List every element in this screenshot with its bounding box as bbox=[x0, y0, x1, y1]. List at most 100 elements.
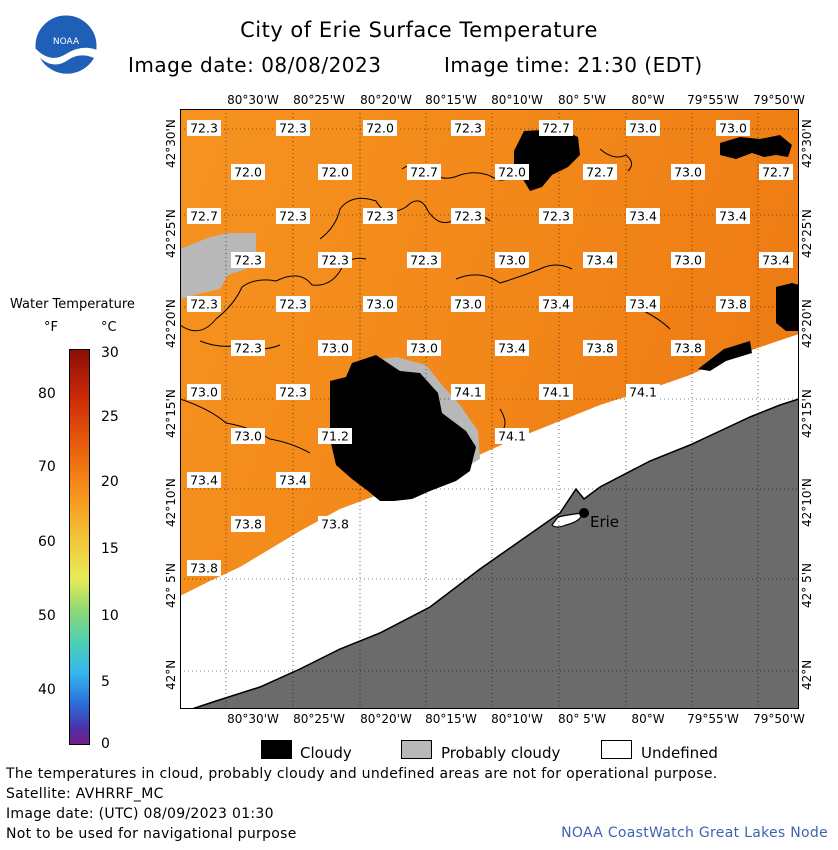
erie-city-marker bbox=[579, 508, 589, 518]
unit-celsius: °C bbox=[101, 320, 117, 335]
temperature-label: 72.3 bbox=[276, 384, 310, 400]
temperature-value: 74.1 bbox=[454, 385, 482, 400]
temperature-label-box bbox=[276, 120, 310, 136]
temperature-value: 72.3 bbox=[279, 385, 307, 400]
temperature-value: 73.4 bbox=[629, 297, 657, 312]
footer-note: The temperatures in cloud, probably clou… bbox=[6, 766, 718, 782]
lat-label-left: 42°25'N bbox=[164, 209, 178, 258]
temperature-label-box bbox=[583, 252, 617, 268]
footer-utc-date: Image date: (UTC) 08/09/2023 01:30 bbox=[6, 806, 274, 822]
temperature-label-box bbox=[539, 208, 573, 224]
temperature-label: 73.8 bbox=[671, 340, 705, 356]
temperature-label-box bbox=[451, 384, 485, 400]
temperature-value: 72.3 bbox=[321, 253, 349, 268]
temperature-value: 73.0 bbox=[410, 341, 438, 356]
lon-label-top: 80°30'W bbox=[227, 93, 279, 107]
page-title: City of Erie Surface Temperature bbox=[240, 18, 598, 42]
lon-label-top: 80° 5'W bbox=[558, 93, 606, 107]
temperature-label: 73.4 bbox=[626, 208, 660, 224]
temperature-label-box bbox=[318, 164, 352, 180]
temperature-label-box bbox=[626, 208, 660, 224]
temperature-label: 73.4 bbox=[187, 472, 221, 488]
temperature-value: 72.3 bbox=[190, 297, 218, 312]
temperature-label: 73.4 bbox=[539, 296, 573, 312]
temperature-label: 72.7 bbox=[539, 120, 573, 136]
temperature-value: 72.3 bbox=[279, 297, 307, 312]
temperature-label: 73.0 bbox=[626, 120, 660, 136]
temperature-label: 72.0 bbox=[363, 120, 397, 136]
temperature-label: 72.7 bbox=[583, 164, 617, 180]
probably-cloudy-area bbox=[180, 233, 256, 299]
cloudy-area-5 bbox=[698, 341, 752, 371]
temperature-label-box bbox=[451, 120, 485, 136]
temperature-label: 73.4 bbox=[759, 252, 793, 268]
temperature-label: 72.3 bbox=[276, 208, 310, 224]
temperature-label: 72.3 bbox=[451, 208, 485, 224]
temperature-label-box bbox=[451, 296, 485, 312]
temperature-value: 73.0 bbox=[234, 429, 262, 444]
temperature-label-box bbox=[539, 384, 573, 400]
temperature-label-box bbox=[187, 120, 221, 136]
lon-label-top: 80°25'W bbox=[293, 93, 345, 107]
temperature-value: 73.8 bbox=[321, 517, 349, 532]
f-tick-label: 50 bbox=[38, 608, 56, 624]
temperature-label: 73.0 bbox=[187, 384, 221, 400]
lat-label-left: 42° 5'N bbox=[164, 563, 178, 608]
temperature-label-box bbox=[187, 472, 221, 488]
temperature-value: 73.4 bbox=[279, 473, 307, 488]
temperature-label-box bbox=[716, 208, 750, 224]
temperature-label-box bbox=[671, 340, 705, 356]
lat-label-left: 42°15'N bbox=[164, 389, 178, 438]
cloudy-area-3 bbox=[720, 135, 792, 159]
temperature-label: 74.1 bbox=[626, 384, 660, 400]
temperature-label-box bbox=[363, 120, 397, 136]
lon-label-bottom: 80°20'W bbox=[360, 712, 412, 726]
temperature-map: Erie 72.3 72.3 72.0 72.3 72.7 73.0 73.072.0 72.… bbox=[180, 109, 799, 709]
temperature-value: 72.7 bbox=[410, 165, 438, 180]
temperature-label-box bbox=[495, 252, 529, 268]
lat-label-right: 42°10'N bbox=[800, 478, 814, 527]
lon-label-top: 79°55'W bbox=[687, 93, 739, 107]
temperature-label-box bbox=[231, 428, 265, 444]
temperature-value: 72.3 bbox=[234, 341, 262, 356]
temperature-label-box bbox=[187, 208, 221, 224]
temperature-label: 73.0 bbox=[671, 252, 705, 268]
temperature-label-box bbox=[318, 252, 352, 268]
temperature-label: 71.2 bbox=[318, 428, 352, 444]
temperature-label-box bbox=[539, 120, 573, 136]
temperature-label-box bbox=[407, 340, 441, 356]
temperature-label-box bbox=[451, 208, 485, 224]
lon-label-top: 80°10'W bbox=[491, 93, 543, 107]
lon-label-bottom: 80°W bbox=[631, 712, 665, 726]
temperature-label-box bbox=[671, 252, 705, 268]
temperature-value: 73.8 bbox=[586, 341, 614, 356]
c-tick-label: 5 bbox=[101, 674, 110, 690]
lat-label-right: 42°15'N bbox=[800, 389, 814, 438]
temperature-value: 73.4 bbox=[719, 209, 747, 224]
temperature-value: 72.0 bbox=[366, 121, 394, 136]
temperature-value: 72.3 bbox=[542, 209, 570, 224]
temperature-label-box bbox=[495, 340, 529, 356]
legend-cloudy-swatch bbox=[261, 740, 292, 759]
temperature-label: 72.3 bbox=[276, 296, 310, 312]
temperature-label-box bbox=[626, 296, 660, 312]
temperature-labels: 72.3 72.3 72.0 72.3 72.7 73.0 73.0 72.0 72.0 72.7… bbox=[187, 120, 793, 576]
temperature-label-box bbox=[187, 296, 221, 312]
noaa-logo: NOAA bbox=[34, 14, 98, 78]
footer-satellite: Satellite: AVHRRF_MC bbox=[6, 786, 164, 802]
temperature-label: 73.0 bbox=[716, 120, 750, 136]
footer-credit: NOAA CoastWatch Great Lakes Node bbox=[561, 825, 828, 841]
temperature-value: 73.4 bbox=[498, 341, 526, 356]
temperature-label: 73.0 bbox=[407, 340, 441, 356]
temperature-label: 74.1 bbox=[495, 428, 529, 444]
lat-label-left: 42°20'N bbox=[164, 299, 178, 348]
temperature-label-box bbox=[626, 120, 660, 136]
lon-label-bottom: 80°25'W bbox=[293, 712, 345, 726]
temperature-label: 73.8 bbox=[583, 340, 617, 356]
lon-label-bottom: 80°30'W bbox=[227, 712, 279, 726]
temperature-label: 73.4 bbox=[626, 296, 660, 312]
temperature-value: 73.8 bbox=[674, 341, 702, 356]
temperature-label: 72.7 bbox=[759, 164, 793, 180]
f-tick-label: 70 bbox=[38, 459, 56, 475]
temperature-label-box bbox=[759, 164, 793, 180]
